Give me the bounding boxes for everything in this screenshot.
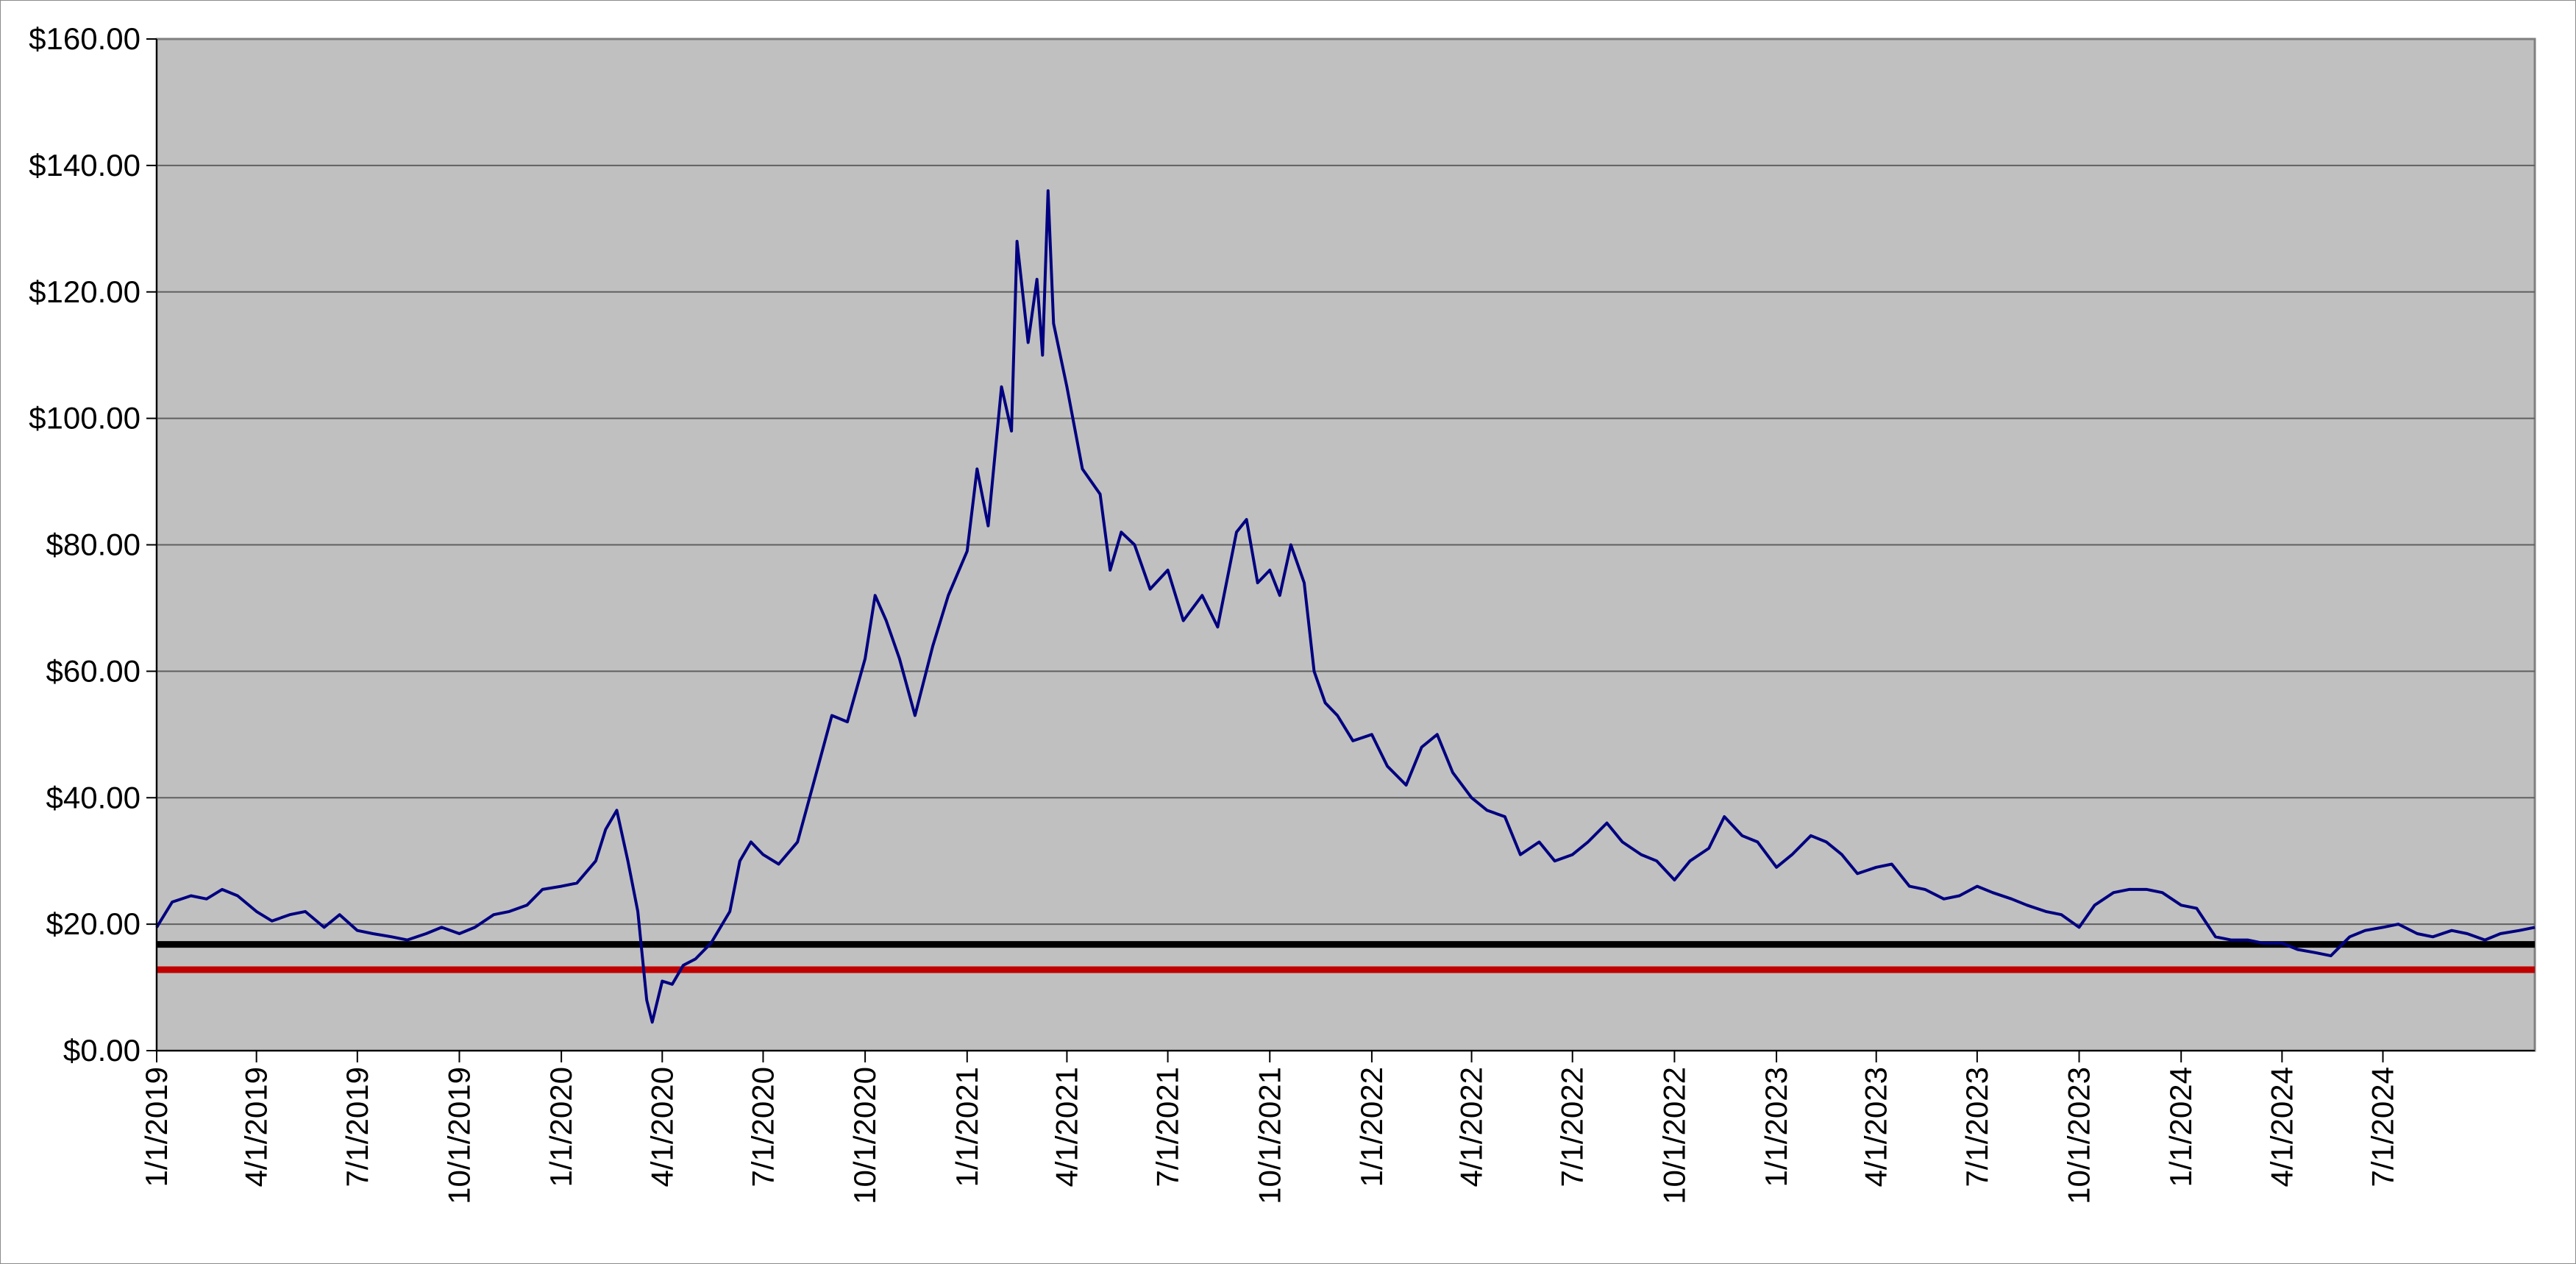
y-tick-label: $100.00 [29,401,140,436]
x-tick-label: 1/1/2024 [2163,1067,2198,1187]
x-tick-label: 10/1/2022 [1657,1067,1691,1204]
x-tick-label: 10/1/2020 [847,1067,882,1204]
x-tick-label: 7/1/2024 [2366,1067,2400,1187]
y-tick-label: $0.00 [63,1033,140,1068]
x-tick-label: 10/1/2019 [441,1067,476,1204]
reference-lines [157,941,2535,973]
x-tick-label: 1/1/2023 [1759,1067,1793,1187]
x-tick-label: 7/1/2021 [1150,1067,1185,1187]
x-tick-label: 4/1/2024 [2264,1067,2299,1187]
x-tick-label: 10/1/2021 [1252,1067,1287,1204]
y-tick-label: $20.00 [46,906,140,941]
x-tick-label: 1/1/2022 [1354,1067,1389,1187]
price-series-line [155,189,2536,1024]
y-tick-label: $60.00 [46,653,140,688]
x-tick-label: 10/1/2023 [2062,1067,2096,1204]
y-tick-label: $40.00 [46,780,140,814]
x-tick-label: 4/1/2022 [1454,1067,1489,1187]
x-tick-label: 1/1/2019 [139,1067,174,1187]
gridlines [157,164,2535,926]
x-tick-label: 7/1/2019 [340,1067,374,1187]
x-tick-label: 7/1/2020 [745,1067,780,1187]
y-tick-label: $140.00 [29,148,140,182]
x-axis-ticks: 1/1/2019 4/1/2019 7/1/2019 10/1/2019 1/1/202… [139,1051,2400,1204]
x-tick-label: 4/1/2019 [239,1067,274,1187]
y-axis-ticks: $0.00 $20.00 $40.00 $60.00 $80.00 $100.00 $120… [29,21,157,1068]
x-tick-label: 4/1/2020 [644,1067,679,1187]
x-tick-label: 1/1/2020 [544,1067,578,1187]
x-tick-label: 4/1/2023 [1859,1067,1893,1187]
x-tick-label: 4/1/2021 [1049,1067,1084,1187]
series-layer [155,189,2536,1024]
y-tick-label: $80.00 [46,528,140,562]
x-tick-label: 7/1/2022 [1555,1067,1590,1187]
x-tick-label: 7/1/2023 [1960,1067,1994,1187]
x-tick-label: 1/1/2021 [950,1067,984,1187]
y-tick-label: $160.00 [29,21,140,56]
y-tick-label: $120.00 [29,274,140,309]
